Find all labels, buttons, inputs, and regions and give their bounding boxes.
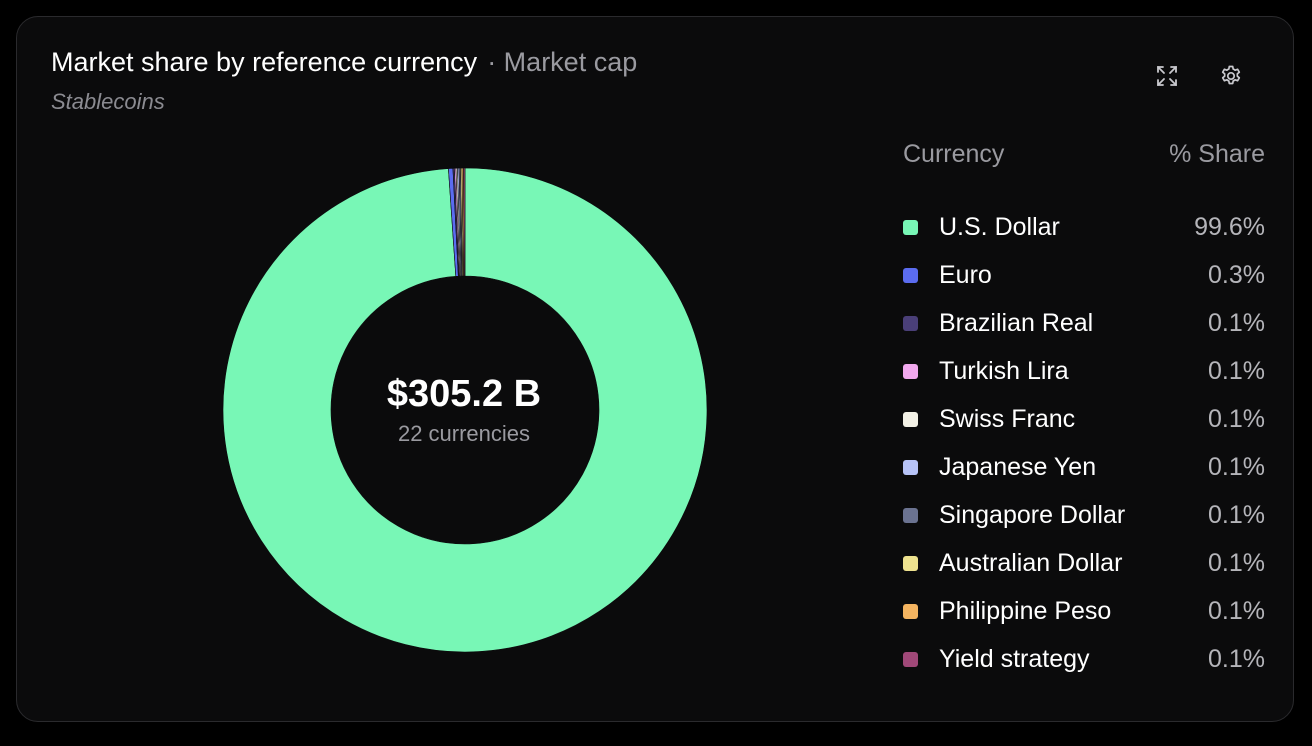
legend-currency-name: Turkish Lira bbox=[939, 356, 1069, 385]
legend-swatch bbox=[903, 411, 918, 427]
legend-rows: U.S. Dollar 99.6% Euro 0.3% Brazilian Real 0.… bbox=[903, 203, 1265, 683]
gear-icon bbox=[1221, 65, 1241, 85]
total-value: $305.2 B bbox=[386, 373, 542, 415]
legend-row: U.S. Dollar 99.6% bbox=[903, 203, 1265, 251]
legend-swatch bbox=[903, 315, 918, 331]
legend-share-value: 0.1% bbox=[1208, 404, 1265, 433]
legend-currency-name: Brazilian Real bbox=[939, 308, 1094, 337]
legend-share-value: 0.1% bbox=[1208, 500, 1265, 529]
legend-swatch bbox=[903, 507, 918, 523]
legend-table: Currency % Share U.S. Dollar 99.6% Euro 0.3… bbox=[903, 137, 1265, 683]
legend-row: Philippine Peso 0.1% bbox=[903, 587, 1265, 635]
title-text: Market share by reference currency bbox=[51, 47, 478, 77]
expand-button[interactable] bbox=[1152, 61, 1182, 91]
legend-swatch bbox=[903, 267, 918, 283]
legend-share-value: 0.1% bbox=[1208, 452, 1265, 481]
donut-chart bbox=[222, 167, 708, 653]
legend-share-value: 0.1% bbox=[1208, 596, 1265, 625]
legend-row: Yield strategy 0.1% bbox=[903, 635, 1265, 683]
chart-title: Market share by reference currency · Mark… bbox=[51, 47, 637, 78]
legend-row: Japanese Yen 0.1% bbox=[903, 443, 1265, 491]
legend-swatch bbox=[903, 363, 918, 379]
metric-label: · Market cap bbox=[487, 47, 638, 77]
legend-share-value: 0.1% bbox=[1208, 308, 1265, 337]
legend-currency-name: Swiss Franc bbox=[939, 404, 1076, 433]
legend-currency-name: Yield strategy bbox=[939, 644, 1090, 673]
legend-row: Australian Dollar 0.1% bbox=[903, 539, 1265, 587]
chart-card: Market share by reference currency · Mark… bbox=[16, 16, 1294, 722]
legend-share-value: 0.3% bbox=[1208, 260, 1265, 289]
expand-icon bbox=[1157, 66, 1177, 86]
legend-header: Currency % Share bbox=[903, 137, 1265, 171]
currency-count: 22 currencies bbox=[397, 421, 531, 446]
chart-subtitle: Stablecoins bbox=[51, 89, 165, 114]
donut-slice-yield-strategy[interactable] bbox=[463, 167, 466, 277]
currency-column-header: Currency bbox=[903, 140, 1005, 168]
legend-share-value: 0.1% bbox=[1208, 356, 1265, 385]
legend-currency-name: Philippine Peso bbox=[939, 596, 1112, 625]
legend-row: Brazilian Real 0.1% bbox=[903, 299, 1265, 347]
legend-currency-name: Euro bbox=[939, 260, 992, 289]
legend-row: Euro 0.3% bbox=[903, 251, 1265, 299]
legend-currency-name: U.S. Dollar bbox=[939, 212, 1060, 241]
legend-share-value: 0.1% bbox=[1208, 548, 1265, 577]
legend-share-value: 99.6% bbox=[1194, 212, 1265, 241]
legend-currency-name: Singapore Dollar bbox=[939, 500, 1126, 529]
legend-row: Turkish Lira 0.1% bbox=[903, 347, 1265, 395]
legend-swatch bbox=[903, 219, 918, 235]
legend-row: Swiss Franc 0.1% bbox=[903, 395, 1265, 443]
legend-swatch bbox=[903, 603, 918, 619]
legend-swatch bbox=[903, 555, 918, 571]
share-column-header: % Share bbox=[1169, 140, 1265, 168]
legend-swatch bbox=[903, 459, 918, 475]
donut-slice-u-s-dollar[interactable] bbox=[222, 167, 708, 653]
legend-currency-name: Australian Dollar bbox=[939, 548, 1123, 577]
legend-share-value: 0.1% bbox=[1208, 644, 1265, 673]
legend-row: Singapore Dollar 0.1% bbox=[903, 491, 1265, 539]
legend-currency-name: Japanese Yen bbox=[939, 452, 1097, 481]
settings-button[interactable] bbox=[1216, 61, 1246, 91]
legend-swatch bbox=[903, 651, 918, 667]
